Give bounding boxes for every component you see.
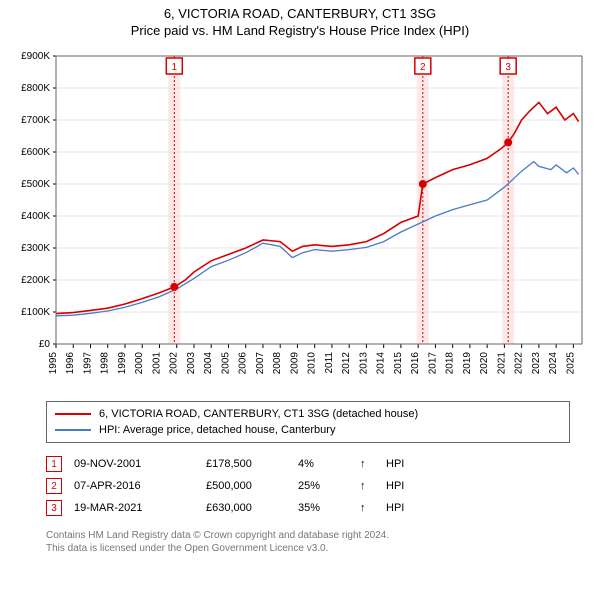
legend-row-hpi: HPI: Average price, detached house, Cant… (55, 422, 561, 438)
transaction-date: 07-APR-2016 (74, 480, 194, 492)
arrow-up-icon: ↑ (360, 502, 374, 514)
y-tick-label: £300K (21, 243, 50, 254)
chart-legend: 6, VICTORIA ROAD, CANTERBURY, CT1 3SG (d… (46, 401, 570, 443)
transaction-row-marker: 2 (46, 478, 62, 494)
x-tick-label: 1996 (65, 352, 76, 375)
footer-line2: This data is licensed under the Open Gov… (46, 542, 570, 555)
transaction-marker-num: 2 (420, 62, 426, 73)
transaction-pct: 35% (298, 502, 348, 514)
transaction-price: £500,000 (206, 480, 286, 492)
x-tick-label: 2022 (514, 352, 525, 375)
arrow-up-icon: ↑ (360, 458, 374, 470)
x-tick-label: 2001 (151, 352, 162, 375)
line-chart: £0 £100K £200K £300K £400K £500K £600K £700K £80… (10, 48, 590, 388)
transactions-table: 1 09-NOV-2001 £178,500 4% ↑ HPI 2 07-APR-2016 £5… (46, 453, 570, 519)
footer-attribution: Contains HM Land Registry data © Crown c… (46, 529, 570, 555)
transaction-vs-label: HPI (386, 480, 404, 492)
transaction-dot (504, 138, 512, 146)
x-tick-label: 2008 (272, 352, 283, 375)
chart-container: £0 £100K £200K £300K £400K £500K £600K £700K £80… (10, 48, 590, 393)
transaction-marker-num: 1 (172, 62, 178, 73)
x-tick-label: 2023 (531, 352, 542, 375)
x-tick-label: 2021 (496, 352, 507, 375)
x-tick-label: 1995 (48, 352, 59, 375)
x-tick-label: 2014 (376, 352, 387, 375)
x-tick-label: 2020 (479, 352, 490, 375)
y-tick-label: £400K (21, 211, 50, 222)
x-tick-label: 2016 (410, 352, 421, 375)
x-tick-label: 2011 (324, 352, 335, 374)
x-tick-label: 2017 (427, 352, 438, 375)
transaction-vs-label: HPI (386, 458, 404, 470)
chart-title-line1: 6, VICTORIA ROAD, CANTERBURY, CT1 3SG (0, 6, 600, 21)
x-tick-label: 2007 (255, 352, 266, 375)
transaction-date: 19-MAR-2021 (74, 502, 194, 514)
x-tick-label: 2005 (220, 352, 231, 375)
transaction-dot (170, 283, 178, 291)
x-tick-label: 1998 (100, 352, 111, 375)
x-tick-label: 2015 (393, 352, 404, 375)
legend-label-hpi: HPI: Average price, detached house, Cant… (99, 424, 335, 436)
transaction-price: £178,500 (206, 458, 286, 470)
y-tick-label: £600K (21, 147, 50, 158)
y-tick-label: £200K (21, 275, 50, 286)
transaction-row: 2 07-APR-2016 £500,000 25% ↑ HPI (46, 475, 570, 497)
y-tick-label: £0 (39, 339, 51, 350)
footer-line1: Contains HM Land Registry data © Crown c… (46, 529, 570, 542)
x-tick-label: 2025 (565, 352, 576, 375)
x-tick-label: 2003 (186, 352, 197, 375)
chart-title-block: 6, VICTORIA ROAD, CANTERBURY, CT1 3SG Pr… (0, 0, 600, 42)
x-tick-label: 1999 (117, 352, 128, 375)
x-tick-label: 2024 (548, 352, 559, 375)
x-tick-label: 2018 (445, 352, 456, 375)
transaction-row: 3 19-MAR-2021 £630,000 35% ↑ HPI (46, 497, 570, 519)
y-tick-label: £700K (21, 115, 50, 126)
x-tick-label: 2013 (358, 352, 369, 375)
y-tick-label: £100K (21, 307, 50, 318)
transaction-pct: 25% (298, 480, 348, 492)
transaction-marker-num: 3 (505, 62, 511, 73)
transaction-vs-label: HPI (386, 502, 404, 514)
x-tick-label: 2006 (238, 352, 249, 375)
x-tick-label: 2002 (169, 352, 180, 375)
transaction-row: 1 09-NOV-2001 £178,500 4% ↑ HPI (46, 453, 570, 475)
y-tick-label: £500K (21, 179, 50, 190)
x-tick-label: 2010 (307, 352, 318, 375)
transaction-price: £630,000 (206, 502, 286, 514)
x-tick-label: 2019 (462, 352, 473, 375)
legend-row-property: 6, VICTORIA ROAD, CANTERBURY, CT1 3SG (d… (55, 406, 561, 422)
x-tick-label: 2009 (289, 352, 300, 375)
arrow-up-icon: ↑ (360, 480, 374, 492)
legend-label-property: 6, VICTORIA ROAD, CANTERBURY, CT1 3SG (d… (99, 408, 418, 420)
legend-swatch-hpi (55, 429, 91, 431)
transaction-dot (419, 180, 427, 188)
y-tick-label: £900K (21, 51, 50, 62)
chart-title-line2: Price paid vs. HM Land Registry's House … (0, 23, 600, 38)
x-tick-label: 1997 (82, 352, 93, 375)
transaction-pct: 4% (298, 458, 348, 470)
y-tick-label: £800K (21, 83, 50, 94)
x-tick-label: 2004 (203, 352, 214, 375)
transaction-date: 09-NOV-2001 (74, 458, 194, 470)
transaction-row-marker: 3 (46, 500, 62, 516)
x-tick-label: 2000 (134, 352, 145, 375)
transaction-row-marker: 1 (46, 456, 62, 472)
legend-swatch-property (55, 413, 91, 415)
x-tick-label: 2012 (341, 352, 352, 375)
